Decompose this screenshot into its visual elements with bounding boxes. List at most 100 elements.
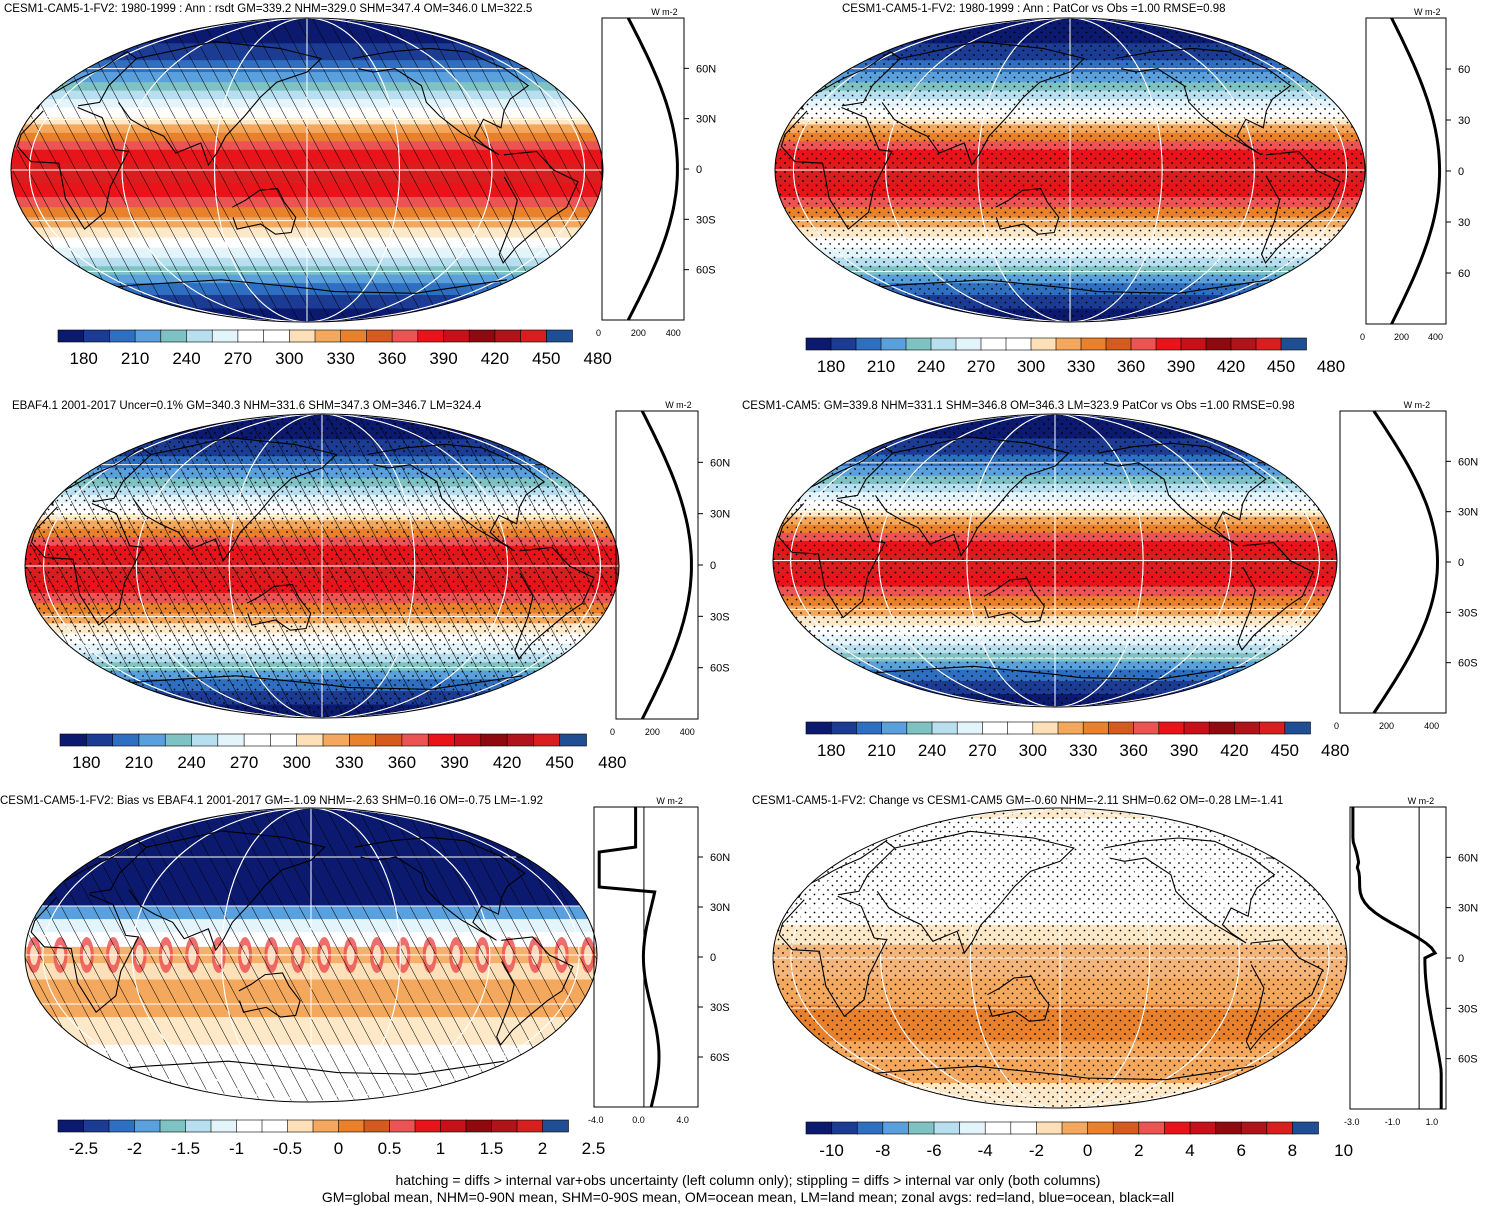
panel-4-zonal-mean-plot: W m-2 60N 30N 0 30S 60S 0 200 400 bbox=[1334, 400, 1478, 731]
zonal-lat-label: 60 bbox=[1458, 268, 1470, 280]
zonal-lat-label: 30S bbox=[696, 214, 716, 226]
colorbar-tick-label: 180 bbox=[70, 349, 98, 368]
colorbar-tick-label: -2 bbox=[127, 1139, 142, 1158]
zonal-lat-label: 30S bbox=[1458, 1003, 1478, 1015]
panel-4-map bbox=[772, 413, 1338, 708]
colorbar-tick-label: 10 bbox=[1334, 1141, 1353, 1160]
colorbar-tick-label: 0.5 bbox=[378, 1139, 402, 1158]
zonal-lat-label: 60 bbox=[1458, 64, 1470, 76]
panel-3-colorbar: 180 210 240 270 300 330 360 390 420 450 480 bbox=[59, 733, 626, 772]
panel-5-title: CESM1-CAM5-1-FV2: Bias vs EBAF4.1 2001-2… bbox=[0, 795, 543, 807]
colorbar-tick-label: 270 bbox=[968, 741, 996, 760]
colorbar-tick-label: 210 bbox=[867, 741, 895, 760]
colorbar-tick-label: 300 bbox=[275, 349, 303, 368]
colorbar-tick-label: 270 bbox=[224, 349, 252, 368]
zonal-lat-label: 60N bbox=[1458, 852, 1478, 864]
panel-2-map bbox=[774, 17, 1366, 323]
panel-2-title: CESM1-CAM5-1-FV2: 1980-1999 : Ann : PatC… bbox=[842, 3, 1226, 15]
zonal-lat-label: 0 bbox=[710, 560, 716, 572]
colorbar-tick-label: 210 bbox=[867, 357, 895, 376]
colorbar-tick-label: 8 bbox=[1288, 1141, 1297, 1160]
panel-5-map bbox=[24, 807, 598, 1103]
colorbar-tick-label: 420 bbox=[481, 349, 509, 368]
panel-2-zonal-mean-plot: W m-2 60 30 0 30 60 0 200 400 bbox=[1360, 7, 1470, 342]
zonal-lat-label: 30 bbox=[1458, 115, 1470, 127]
zonal-lat-label: 0 bbox=[696, 164, 702, 176]
colorbar-tick-label: -6 bbox=[926, 1141, 941, 1160]
zonal-x-tick: -1.0 bbox=[1385, 1117, 1401, 1127]
zonal-lat-label: 60S bbox=[710, 1052, 730, 1064]
zonal-lat-label: 0 bbox=[1458, 166, 1464, 178]
colorbar-tick-label: 450 bbox=[532, 349, 560, 368]
colorbar-tick-label: -1 bbox=[229, 1139, 244, 1158]
colorbar-tick-label: -8 bbox=[875, 1141, 890, 1160]
panel-3-map bbox=[24, 413, 620, 719]
panel-5-colorbar: -2.5 -2 -1.5 -1 -0.5 0 0.5 1 1.5 2 2.5 bbox=[57, 1119, 605, 1158]
panel-6-colorbar: -10 -8 -6 -4 -2 0 2 4 6 8 10 bbox=[805, 1121, 1353, 1160]
colorbar-tick-label: 1.5 bbox=[480, 1139, 504, 1158]
zonal-x-tick: 0 bbox=[1360, 332, 1365, 342]
zonal-x-tick: -4.0 bbox=[588, 1115, 604, 1125]
zonal-unit-label: W m-2 bbox=[1404, 400, 1431, 410]
zonal-x-tick: 4.0 bbox=[676, 1115, 689, 1125]
colorbar-tick-label: 300 bbox=[1019, 741, 1047, 760]
zonal-x-tick: 400 bbox=[666, 328, 681, 338]
zonal-lat-label: 60S bbox=[710, 663, 730, 675]
zonal-lat-label: 0 bbox=[1458, 953, 1464, 965]
zonal-lat-label: 30N bbox=[710, 902, 730, 914]
colorbar-tick-label: -4 bbox=[978, 1141, 993, 1160]
colorbar-tick-label: 2 bbox=[1134, 1141, 1143, 1160]
panel-3-title: EBAF4.1 2001-2017 Uncer=0.1% GM=340.3 NH… bbox=[12, 400, 482, 412]
footer-caption: hatching = diffs > internal var+obs unce… bbox=[0, 1172, 1496, 1206]
panel-3-zonal-mean-plot: W m-2 60N 30N 0 30S 60S 0 200 400 bbox=[610, 400, 730, 737]
zonal-unit-label: W m-2 bbox=[1408, 796, 1435, 806]
panel-2-colorbar: 180 210 240 270 300 330 360 390 420 450 480 bbox=[805, 337, 1345, 376]
zonal-x-tick: 0 bbox=[596, 328, 601, 338]
colorbar-tick-label: 0 bbox=[1083, 1141, 1092, 1160]
footer-line-1: hatching = diffs > internal var+obs unce… bbox=[395, 1172, 1101, 1188]
colorbar-tick-label: 360 bbox=[388, 753, 416, 772]
panel-4-title: CESM1-CAM5: GM=339.8 NHM=331.1 SHM=346.8… bbox=[742, 400, 1295, 412]
zonal-lat-label: 60N bbox=[1458, 456, 1478, 468]
colorbar-tick-label: 180 bbox=[817, 741, 845, 760]
colorbar-tick-label: 6 bbox=[1236, 1141, 1245, 1160]
zonal-x-tick: 400 bbox=[1424, 721, 1439, 731]
panel-1-zonal-mean-plot: W m-2 60N 30N 0 30S 60S 0 200 400 bbox=[596, 7, 716, 338]
colorbar-tick-label: -0.5 bbox=[273, 1139, 302, 1158]
zonal-x-tick: 0.0 bbox=[632, 1115, 645, 1125]
zonal-lat-label: 60S bbox=[1458, 658, 1478, 670]
panel-1-map bbox=[10, 17, 604, 323]
zonal-x-tick: 400 bbox=[1428, 332, 1443, 342]
zonal-lat-label: 0 bbox=[710, 952, 716, 964]
colorbar-tick-label: 450 bbox=[1271, 741, 1299, 760]
colorbar-tick-label: 390 bbox=[1167, 357, 1195, 376]
colorbar-tick-label: 450 bbox=[1267, 357, 1295, 376]
zonal-x-tick: 0 bbox=[1334, 721, 1339, 731]
colorbar-tick-label: 180 bbox=[817, 357, 845, 376]
colorbar-tick-label: 300 bbox=[1017, 357, 1045, 376]
zonal-unit-label: W m-2 bbox=[665, 400, 692, 410]
colorbar-tick-label: 210 bbox=[125, 753, 153, 772]
zonal-x-tick: 200 bbox=[1379, 721, 1394, 731]
zonal-lat-label: 30N bbox=[1458, 903, 1478, 915]
zonal-x-tick: 200 bbox=[631, 328, 646, 338]
colorbar-tick-label: 420 bbox=[1220, 741, 1248, 760]
zonal-unit-label: W m-2 bbox=[656, 796, 683, 806]
colorbar-tick-label: 390 bbox=[429, 349, 457, 368]
colorbar-tick-label: 0 bbox=[334, 1139, 343, 1158]
zonal-lat-label: 0 bbox=[1458, 557, 1464, 569]
colorbar-tick-label: 270 bbox=[967, 357, 995, 376]
colorbar-tick-label: 2.5 bbox=[582, 1139, 606, 1158]
zonal-lat-label: 60S bbox=[1458, 1054, 1478, 1066]
colorbar-tick-label: -1.5 bbox=[171, 1139, 200, 1158]
colorbar-tick-label: 240 bbox=[918, 741, 946, 760]
zonal-unit-label: W m-2 bbox=[651, 7, 678, 17]
colorbar-tick-label: 1 bbox=[436, 1139, 445, 1158]
colorbar-tick-label: 180 bbox=[72, 753, 100, 772]
colorbar-tick-label: 390 bbox=[1170, 741, 1198, 760]
colorbar-tick-label: 2 bbox=[538, 1139, 547, 1158]
colorbar-tick-label: 330 bbox=[1069, 741, 1097, 760]
colorbar-tick-label: 360 bbox=[1117, 357, 1145, 376]
panel-6-map bbox=[772, 807, 1348, 1109]
panel-1-title: CESM1-CAM5-1-FV2: 1980-1999 : Ann : rsdt… bbox=[4, 3, 533, 15]
